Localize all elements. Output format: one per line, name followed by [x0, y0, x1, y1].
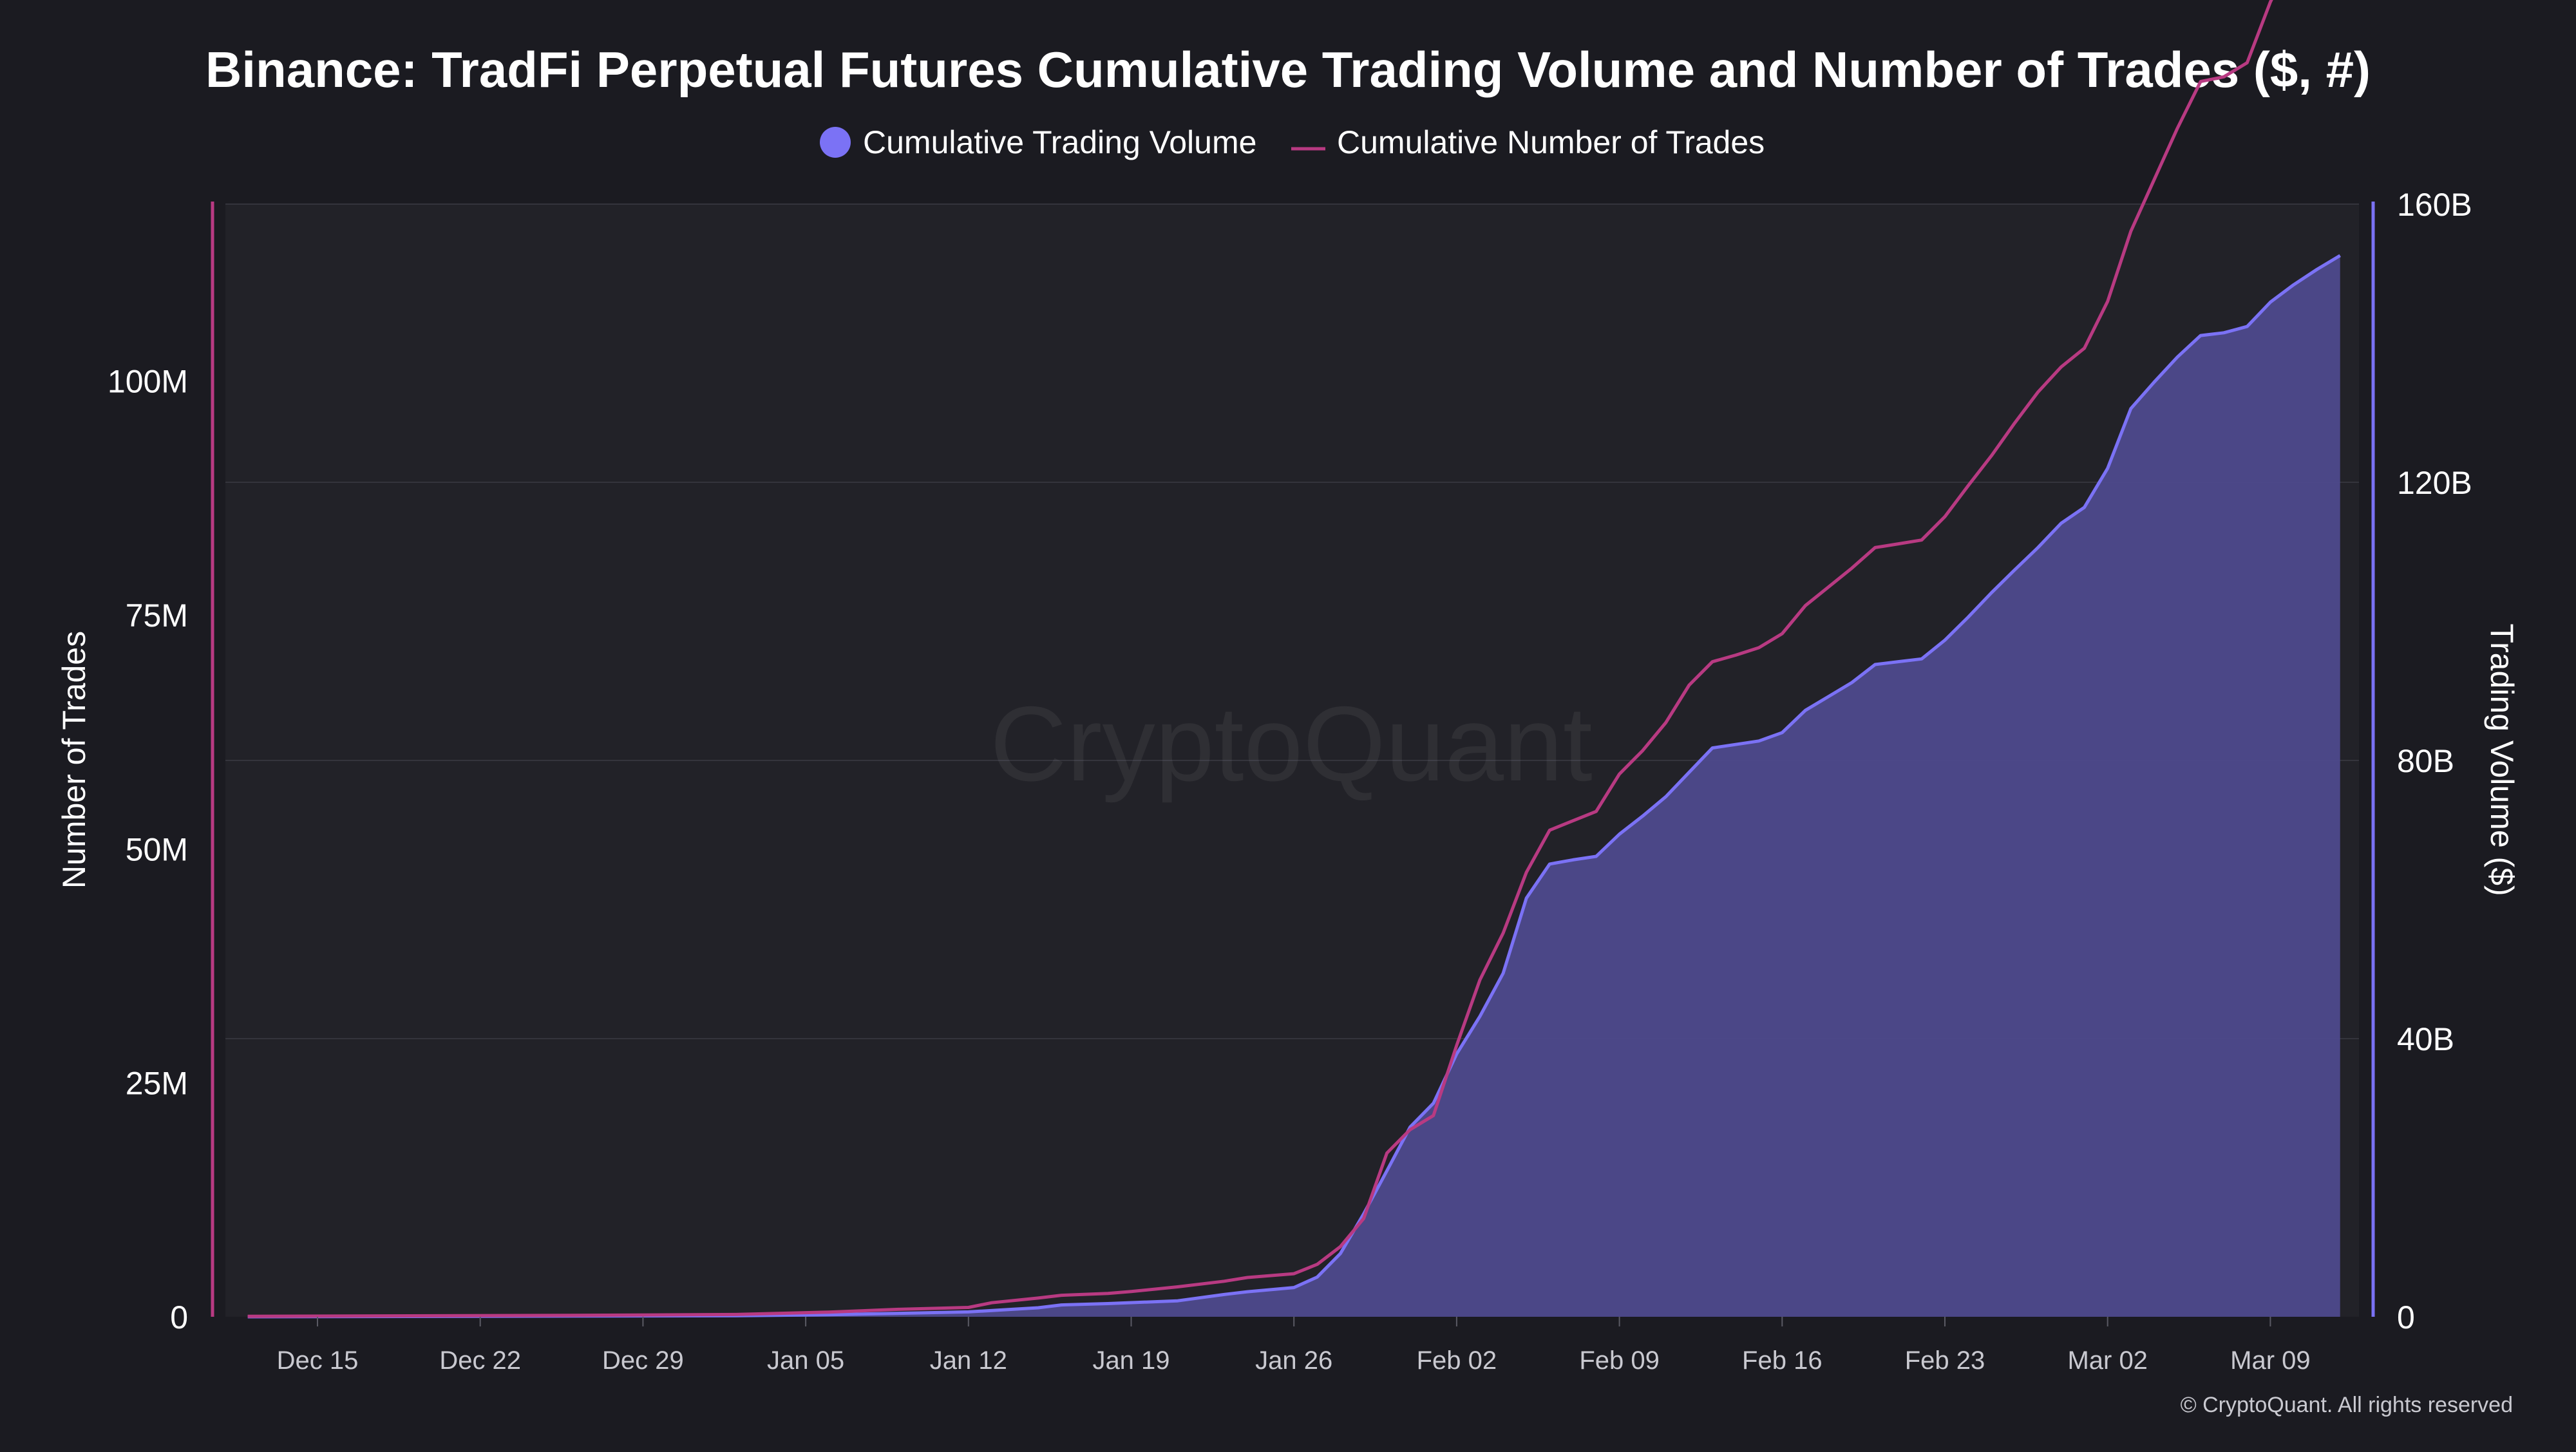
legend-item-volume[interactable]: Cumulative Trading Volume [820, 124, 1256, 160]
legend-volume-marker [820, 127, 851, 158]
x-tick-label: Mar 09 [2230, 1346, 2311, 1375]
x-tick-label: Dec 29 [602, 1346, 684, 1375]
y-left-tick-label: 25M [126, 1066, 188, 1102]
y-left-tick-label: 50M [126, 831, 188, 867]
volume-line [247, 254, 2341, 1319]
x-tick-label: Feb 16 [1742, 1346, 1823, 1375]
legend-volume-label: Cumulative Trading Volume [863, 124, 1256, 160]
legend-item-trades[interactable]: Cumulative Number of Trades [1291, 124, 1765, 160]
legend[interactable]: Cumulative Trading Volume Cumulative Num… [820, 124, 1765, 160]
y-left-tick-label: 0 [170, 1299, 188, 1335]
x-tick-label: Feb 02 [1417, 1346, 1497, 1375]
y-right-tick-label: 80B [2397, 743, 2454, 779]
y-right-axis-ticks: 0 40B 80B 120B 160B [2397, 187, 2472, 1335]
chart-title: Binance: TradFi Perpetual Futures Cumula… [205, 41, 2371, 98]
y-right-tick-label: 120B [2397, 465, 2472, 501]
x-axis-ticks: Dec 15 Dec 22 Dec 29 Jan 05 Jan 12 Jan 19 Jan … [277, 1317, 2311, 1375]
x-tick-label: Jan 26 [1255, 1346, 1332, 1375]
copyright: © CryptoQuant. All rights reserved [2181, 1393, 2513, 1417]
y-right-tick-label: 40B [2397, 1021, 2454, 1057]
watermark: CryptoQuant [990, 684, 1592, 803]
series-layer [247, 0, 2341, 1319]
y-left-tick-label: 75M [126, 598, 188, 634]
volume-area [247, 255, 2340, 1317]
y-left-axis-ticks: 0 25M 50M 75M 100M [108, 364, 188, 1335]
y-right-axis-label: Trading Volume ($) [2484, 623, 2520, 896]
y-left-axis-label: Number of Trades [56, 631, 92, 889]
trades-line [247, 0, 2273, 1318]
x-tick-label: Jan 12 [930, 1346, 1007, 1375]
y-right-tick-label: 0 [2397, 1299, 2415, 1335]
x-tick-label: Feb 23 [1905, 1346, 1985, 1375]
y-left-tick-label: 100M [108, 364, 188, 400]
y-right-tick-label: 160B [2397, 187, 2472, 223]
legend-trades-label: Cumulative Number of Trades [1337, 124, 1765, 160]
x-tick-label: Jan 05 [767, 1346, 844, 1375]
x-tick-label: Jan 19 [1092, 1346, 1170, 1375]
x-tick-label: Dec 22 [439, 1346, 521, 1375]
x-tick-label: Mar 02 [2067, 1346, 2148, 1375]
x-tick-label: Dec 15 [277, 1346, 359, 1375]
x-tick-label: Feb 09 [1579, 1346, 1660, 1375]
